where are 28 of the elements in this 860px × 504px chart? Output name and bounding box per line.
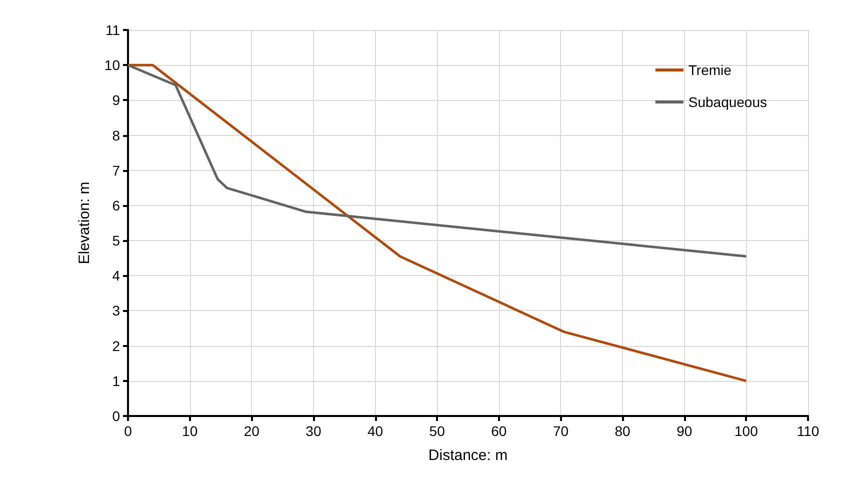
- y-tick-label: 6: [112, 197, 120, 214]
- legend-label: Subaqueous: [688, 94, 768, 110]
- y-tick-label: 8: [112, 127, 120, 144]
- x-tick-label: 0: [124, 423, 132, 439]
- y-tick-label: 0: [112, 408, 120, 424]
- x-tick-label: 70: [552, 423, 569, 439]
- y-tick-label: 2: [112, 338, 120, 354]
- x-tick-label: 60: [491, 423, 507, 439]
- y-tick-label: 1: [112, 372, 120, 389]
- x-tick-label: 20: [244, 423, 260, 439]
- legend-label: Tremie: [688, 62, 732, 78]
- x-tick-label: 10: [182, 423, 198, 439]
- y-tick-label: 9: [112, 92, 120, 108]
- y-tick-label: 11: [105, 22, 120, 38]
- x-tick-label: 80: [614, 423, 631, 439]
- x-tick-label: 40: [367, 423, 384, 439]
- y-tick-label: 10: [104, 57, 120, 74]
- y-tick-label: 3: [112, 302, 120, 319]
- x-tick-label: 110: [796, 423, 820, 439]
- y-tick-label: 5: [112, 232, 120, 249]
- x-axis-title: Distance: m: [428, 447, 508, 464]
- y-tick-label: 7: [112, 162, 120, 178]
- x-tick-label: 90: [676, 423, 692, 439]
- x-tick-label: 100: [734, 423, 758, 439]
- x-tick-label: 50: [429, 423, 446, 439]
- y-axis-title: Elevation: m: [76, 182, 93, 264]
- x-tick-label: 30: [306, 423, 322, 439]
- y-tick-label: 4: [112, 268, 120, 284]
